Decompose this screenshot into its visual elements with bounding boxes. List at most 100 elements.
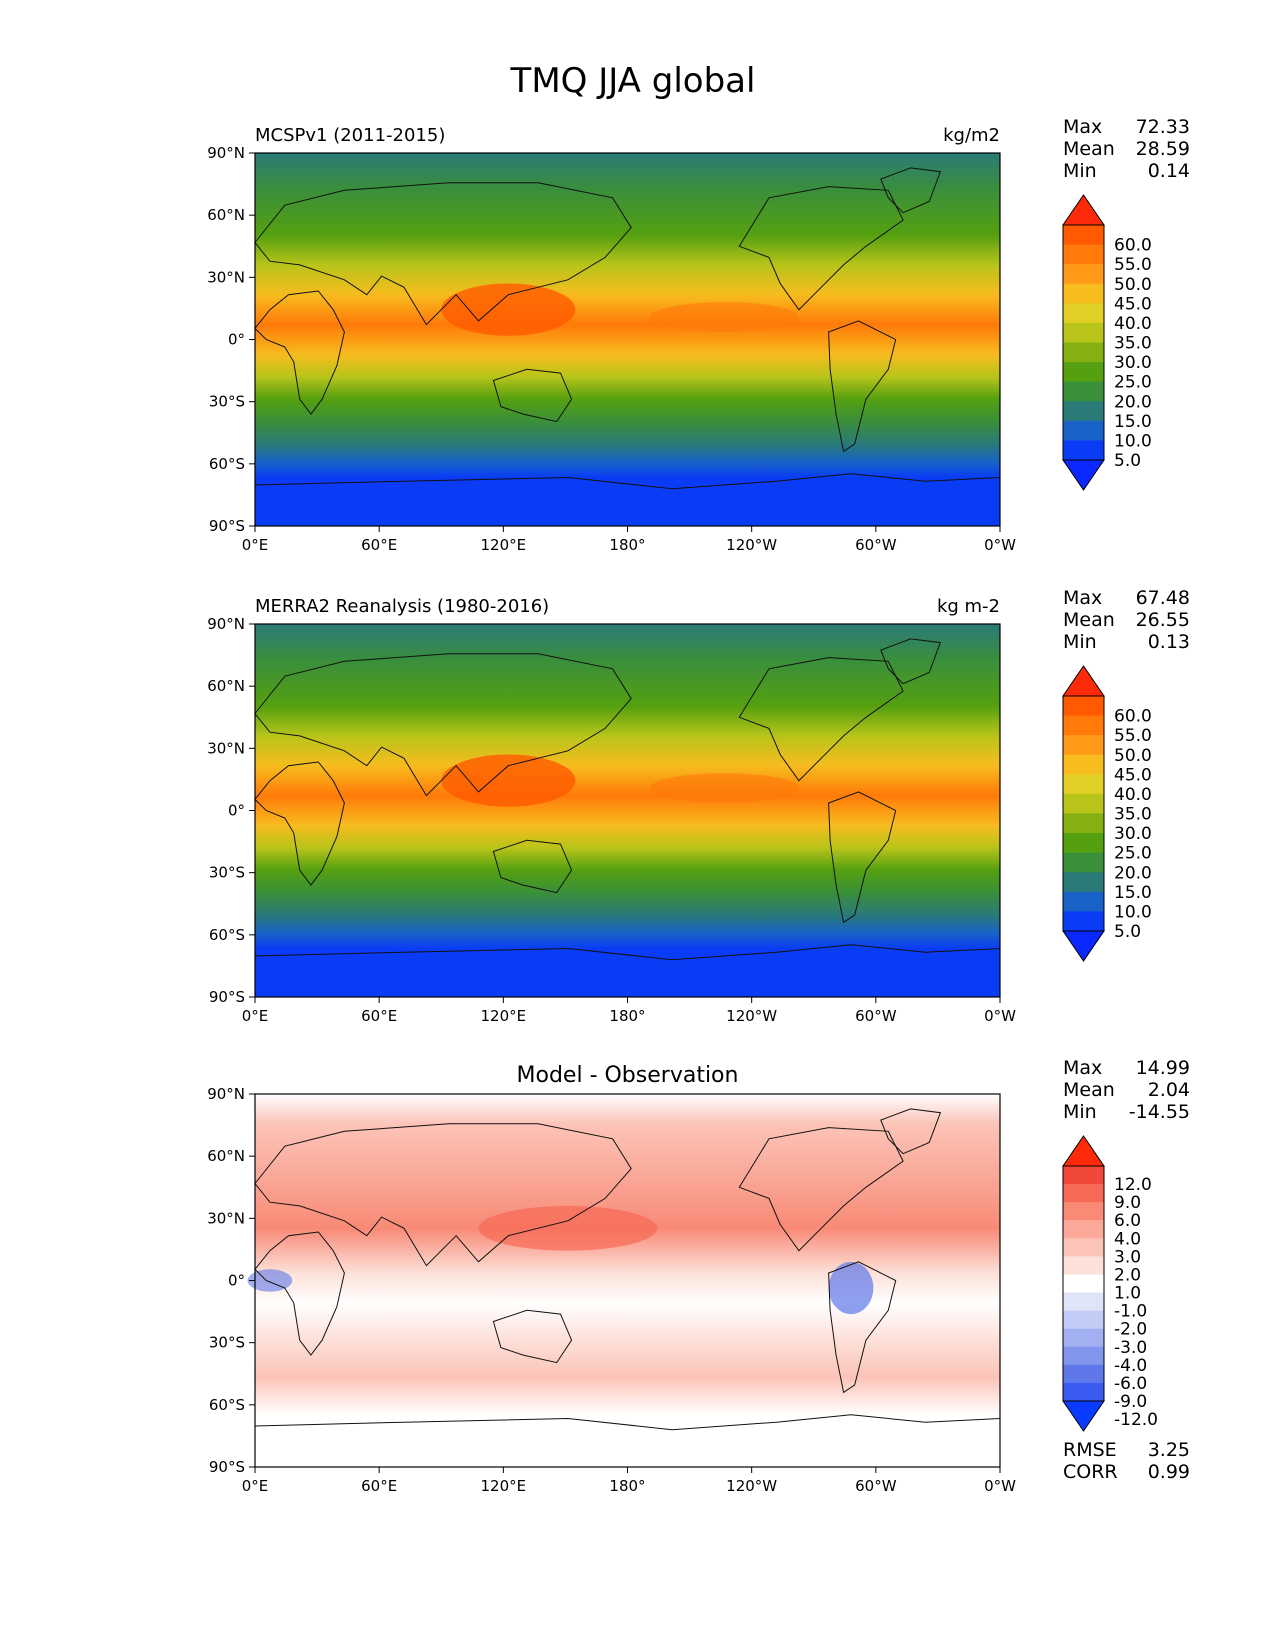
colorbar-bin xyxy=(1063,264,1104,285)
colorbar-label: 35.0 xyxy=(1114,334,1152,354)
colorbar-bin xyxy=(1063,322,1104,343)
x-tick-label: 60°W xyxy=(855,1477,897,1495)
stat-label: Max xyxy=(1063,587,1102,609)
colorbar-bin xyxy=(1063,225,1104,246)
map-field xyxy=(247,1094,1000,1467)
colorbar-label: 5.0 xyxy=(1114,922,1141,942)
colorbar-label: 12.0 xyxy=(1114,1175,1152,1195)
colorbar-bin xyxy=(1063,1346,1104,1366)
colorbar-extend-min xyxy=(1062,459,1105,491)
stat-value: 26.55 xyxy=(1136,609,1190,631)
stat-label: Min xyxy=(1063,160,1097,182)
colorbar-bin xyxy=(1063,1166,1104,1185)
colorbar-label: 4.0 xyxy=(1114,1229,1141,1249)
x-tick-label: 0°W xyxy=(984,536,1016,554)
colorbar-bin xyxy=(1063,1292,1104,1312)
colorbar-label: 25.0 xyxy=(1114,844,1152,864)
colorbar-label: 20.0 xyxy=(1114,863,1152,883)
colorbar-bin xyxy=(1063,342,1104,363)
stat-value: 28.59 xyxy=(1136,138,1190,160)
colorbar-bin xyxy=(1063,1328,1104,1348)
figure-title: TMQ JJA global xyxy=(510,61,756,101)
stat-value: 2.04 xyxy=(1148,1079,1190,1101)
colorbar-label: 5.0 xyxy=(1114,451,1141,471)
stat-label: Mean xyxy=(1063,609,1115,631)
colorbar-bin xyxy=(1063,1184,1104,1203)
colorbar-bin xyxy=(1063,891,1104,912)
colorbar-label: 6.0 xyxy=(1114,1211,1141,1231)
colorbar-bin xyxy=(1063,1310,1104,1330)
colorbar-label: 60.0 xyxy=(1114,707,1152,727)
colorbar-bin xyxy=(1063,303,1104,324)
colorbar-bin xyxy=(1063,852,1104,873)
y-tick-label: 60°N xyxy=(207,206,245,224)
colorbar-label: 3.0 xyxy=(1114,1247,1141,1267)
colorbar-label: -2.0 xyxy=(1114,1320,1147,1340)
colorbar-bin xyxy=(1063,793,1104,814)
y-tick-label: 90°S xyxy=(209,1458,245,1476)
x-tick-label: 120°E xyxy=(481,1007,527,1025)
colorbar-bin xyxy=(1063,420,1104,441)
x-tick-label: 0°E xyxy=(242,536,269,554)
y-tick-label: 30°N xyxy=(207,1209,245,1227)
x-tick-label: 60°E xyxy=(361,1007,397,1025)
panel-left-title: MCSPv1 (2011-2015) xyxy=(255,125,445,146)
y-tick-label: 60°S xyxy=(209,1396,245,1414)
panel-3: Model - Observation 0°E 60°E 120°E 180° 120°W… xyxy=(207,1057,1190,1495)
colorbar-label: 50.0 xyxy=(1114,746,1152,766)
x-tick-label: 120°E xyxy=(481,1477,527,1495)
colorbar-label: 30.0 xyxy=(1114,353,1152,373)
colorbar-bin xyxy=(1063,244,1104,265)
colorbar-extend-max xyxy=(1062,665,1105,697)
y-tick-label: 90°S xyxy=(209,517,245,535)
map-field xyxy=(255,624,1000,997)
map-field xyxy=(255,153,1000,526)
colorbar-bin xyxy=(1063,833,1104,854)
colorbar-label: 10.0 xyxy=(1114,902,1152,922)
x-tick-label: 0°W xyxy=(984,1007,1016,1025)
colorbar-label: 2.0 xyxy=(1114,1265,1141,1285)
y-tick-label: 30°N xyxy=(207,739,245,757)
stat-value: 0.14 xyxy=(1148,160,1190,182)
colorbar-label: 30.0 xyxy=(1114,824,1152,844)
colorbar-label: 55.0 xyxy=(1114,255,1152,275)
y-tick-label: 90°N xyxy=(207,144,245,162)
x-tick-label: 0°W xyxy=(984,1477,1016,1495)
panel-1: MCSPv1 (2011-2015) kg/m2 0°E 60°E 120°E 180° 1… xyxy=(207,116,1190,554)
stat-label: Min xyxy=(1063,631,1097,653)
x-tick-label: 120°W xyxy=(726,1477,777,1495)
colorbar-bin xyxy=(1063,696,1104,717)
panel-2: MERRA2 Reanalysis (1980-2016) kg m-2 0°E 60… xyxy=(207,587,1190,1025)
panel-units: kg/m2 xyxy=(943,125,1000,146)
footer-stat-label: RMSE xyxy=(1063,1439,1117,1461)
footer-stat-value: 0.99 xyxy=(1148,1461,1190,1483)
y-tick-label: 30°S xyxy=(209,1334,245,1352)
colorbar-bin xyxy=(1063,401,1104,422)
panel-left-title: MERRA2 Reanalysis (1980-2016) xyxy=(255,596,549,617)
x-tick-label: 0°E xyxy=(242,1007,269,1025)
colorbar-bin xyxy=(1063,1202,1104,1221)
colorbar-label: 15.0 xyxy=(1114,883,1152,903)
x-tick-label: 60°W xyxy=(855,536,897,554)
colorbar-extend-max xyxy=(1062,194,1105,226)
coastlines xyxy=(254,638,1001,961)
stat-value: 72.33 xyxy=(1136,116,1190,138)
colorbar-label: 15.0 xyxy=(1114,412,1152,432)
colorbar-label: -1.0 xyxy=(1114,1302,1147,1322)
colorbar-bin xyxy=(1063,735,1104,756)
colorbar-bin xyxy=(1063,1238,1104,1257)
stat-label: Max xyxy=(1063,116,1102,138)
y-tick-label: 0° xyxy=(228,331,245,349)
colorbar: 12.09.06.04.03.02.01.0-1.0-2.0-3.0-4.0-6… xyxy=(1062,1135,1158,1432)
footer-stat-label: CORR xyxy=(1063,1461,1118,1483)
footer-stat-value: 3.25 xyxy=(1148,1439,1190,1461)
y-tick-label: 30°S xyxy=(209,393,245,411)
colorbar-bin xyxy=(1063,872,1104,893)
colorbar-bin xyxy=(1063,362,1104,383)
colorbar-label: 10.0 xyxy=(1114,431,1152,451)
colorbar-bin xyxy=(1063,911,1104,932)
colorbar-label: 50.0 xyxy=(1114,275,1152,295)
colorbar-label: 25.0 xyxy=(1114,373,1152,393)
colorbar-extend-max xyxy=(1062,1135,1105,1167)
